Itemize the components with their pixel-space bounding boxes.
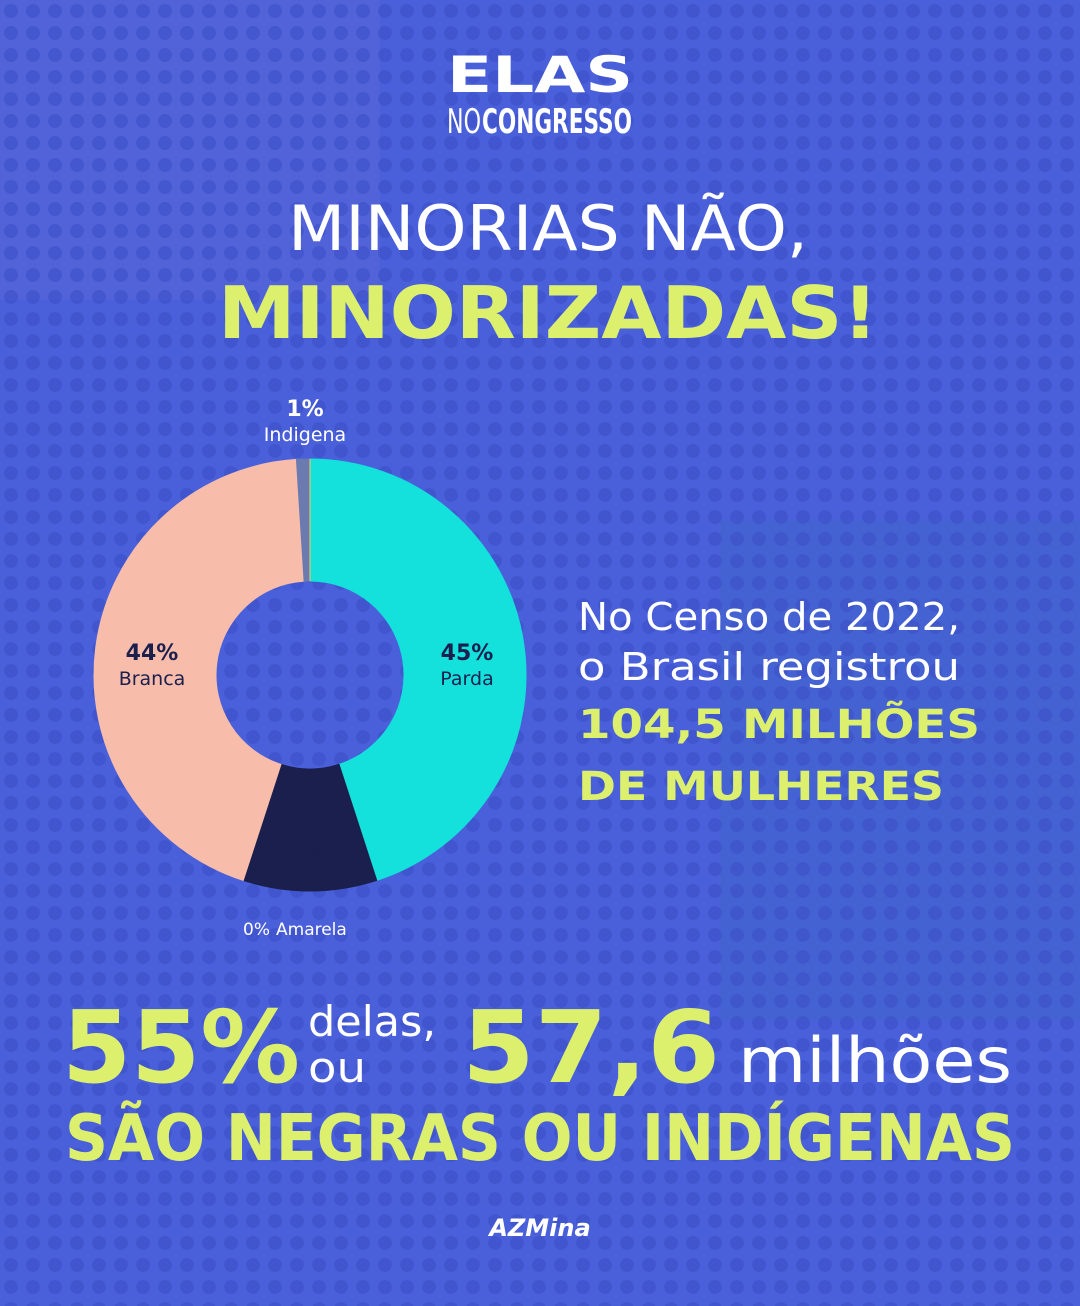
donut-chart: 45%Parda 10%Preta 44%Branca 1%Indigena 0% Ama…: [93, 397, 527, 940]
slice-category-label: Branca: [119, 668, 186, 690]
donut-slice: [93, 458, 305, 882]
slice-category-label: Parda: [440, 668, 493, 690]
bottom-percent: 55%: [62, 989, 300, 1106]
slice-category-label: Preta: [292, 842, 341, 864]
bottom-line2: SÃO NEGRAS OU INDÍGENAS: [65, 1100, 1015, 1176]
slice-value-label: 1%: [286, 397, 323, 422]
title-line1: MINORIAS NÃO,: [288, 192, 808, 265]
donut-slice: [309, 458, 527, 882]
slice-category-label: Amarela: [276, 920, 347, 940]
footer-brand: AZMina: [487, 1214, 590, 1242]
side-text: No Censo de 2022,: [578, 595, 960, 639]
bottom-number: 57,6: [462, 989, 720, 1106]
slice-value-label: 10%: [291, 815, 344, 840]
slice-value-label: 45%: [441, 641, 494, 666]
side-text: o Brasil registrou: [578, 645, 960, 689]
logo-bottom: CONGRESSO: [482, 102, 632, 142]
side-highlight: DE MULHERES: [578, 764, 944, 810]
slice-value-label: 0%: [243, 920, 270, 940]
logo-top: ELAS: [447, 46, 633, 104]
side-highlight: 104,5 MILHÕES: [578, 700, 980, 748]
logo-no: NO: [447, 102, 481, 142]
title-line2: MINORIZADAS!: [218, 271, 878, 355]
bottom-unit: milhões: [738, 1024, 1012, 1097]
slice-value-label: 44%: [126, 641, 179, 666]
bottom-word: delas,: [308, 997, 436, 1046]
bottom-word: ou: [308, 1043, 366, 1092]
slice-category-label: Indigena: [264, 424, 346, 446]
